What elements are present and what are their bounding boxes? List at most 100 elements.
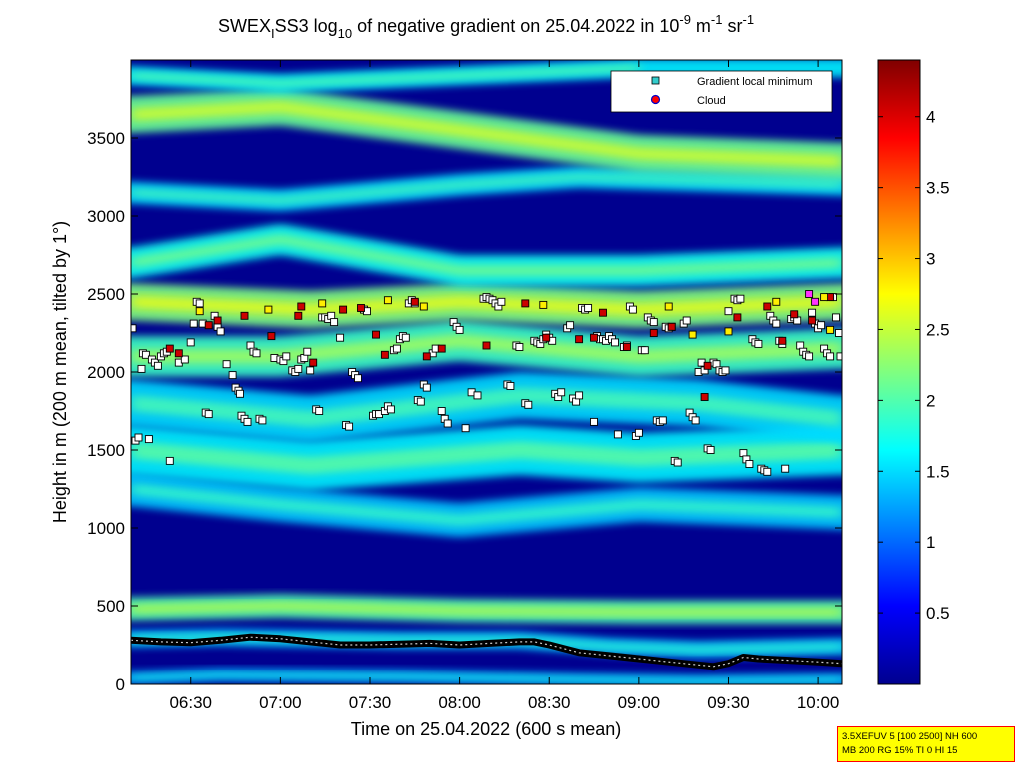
marker-series-0-9 (153, 361, 162, 370)
marker-series-1-18 (542, 333, 551, 342)
marker-series-1-28 (763, 302, 772, 311)
marker-series-0-200 (826, 352, 835, 361)
heat-core-3 (131, 483, 842, 527)
settings-line-1: 3.5XEFUV 5 [100 2500] NH 600 (842, 731, 978, 742)
heat-core-0 (131, 672, 842, 684)
marker-series-0-91 (461, 424, 470, 433)
y-tick-label-7: 3500 (87, 129, 125, 148)
marker-series-0-17 (189, 319, 198, 328)
bottom-trace-highlight (131, 636, 842, 668)
heat-core-11 (131, 64, 639, 87)
marker-series-0-27 (228, 371, 237, 380)
marker-series-0-197 (817, 321, 826, 330)
x-tick-label-5: 09:00 (618, 693, 661, 712)
colorbar-tick-label-4: 2.5 (926, 320, 950, 339)
x-tick-label-0: 06:30 (169, 693, 212, 712)
title-part-3: 10 (338, 26, 352, 41)
x-tick-label-7: 10:00 (797, 693, 840, 712)
legend: Gradient local minimum Cloud (610, 70, 833, 113)
marker-series-0-13 (165, 456, 174, 465)
marker-series-2-4 (419, 302, 428, 311)
marker-series-1-1 (174, 349, 183, 358)
marker-series-3-1 (811, 297, 820, 306)
marker-series-2-10 (820, 293, 829, 302)
heat-core-9 (131, 173, 842, 205)
marker-series-2-2 (318, 299, 327, 308)
marker-series-0-118 (566, 321, 575, 330)
title-part-0: SWEX (218, 16, 271, 36)
marker-series-0-26 (222, 360, 231, 369)
y-axis-title: Height in m (200 m mean, tilted by 1°) (50, 221, 70, 523)
marker-series-0-33 (243, 417, 252, 426)
marker-series-1-17 (521, 299, 530, 308)
marker-series-0-15 (180, 355, 189, 364)
marker-series-0-30 (236, 389, 244, 398)
marker-series-1-12 (380, 350, 389, 359)
marker-series-1-15 (437, 344, 446, 353)
marker-series-1-2 (204, 321, 213, 330)
marker-series-0-16 (186, 338, 195, 347)
marker-series-2-9 (772, 297, 781, 306)
marker-series-0-125 (590, 417, 598, 426)
settings-box: 3.5XEFUV 5 [100 2500] NH 600 MB 200 RG 1… (837, 726, 1015, 762)
legend-label-gradient-minimum: Gradient local minimum (697, 76, 813, 88)
marker-series-0-106 (524, 400, 533, 409)
marker-series-2-3 (383, 296, 392, 305)
marker-series-0-186 (781, 464, 790, 473)
marker-series-0-162 (706, 446, 715, 454)
marker-series-0-51 (315, 407, 324, 415)
marker-series-0-116 (557, 388, 566, 397)
marker-series-0-204 (836, 352, 842, 361)
marker-series-1-4 (240, 311, 249, 320)
heat-band-3 (131, 471, 842, 538)
marker-series-1-27 (733, 313, 742, 322)
marker-series-1-13 (410, 297, 419, 306)
legend-marker-square (651, 76, 660, 85)
marker-series-0-2 (134, 433, 143, 442)
marker-series-0-100 (497, 297, 506, 306)
marker-series-0-59 (345, 422, 354, 431)
x-tick-label-2: 07:30 (349, 693, 392, 712)
colorbar-tick-label-0: 0.5 (926, 604, 950, 623)
marker-series-3-0 (805, 290, 814, 298)
marker-series-0-22 (204, 410, 213, 419)
colorbar-tick-label-3: 2 (926, 391, 935, 410)
marker-series-0-80 (416, 397, 425, 406)
marker-series-0-48 (303, 347, 312, 356)
y-tick-label-3: 1500 (87, 441, 125, 460)
marker-series-0-93 (473, 391, 482, 400)
title-part-2: SS3 log (275, 16, 338, 36)
heatmap-field (131, 60, 842, 684)
legend-marker-circle (650, 94, 661, 105)
colorbar (877, 59, 921, 685)
marker-series-0-180 (763, 467, 772, 476)
marker-series-1-9 (339, 305, 348, 314)
marker-series-2-11 (826, 325, 835, 334)
marker-series-0-157 (691, 416, 700, 425)
marker-series-1-8 (309, 358, 318, 367)
marker-series-0-168 (724, 307, 733, 316)
marker-series-0-194 (808, 308, 817, 317)
colorbar-ticks: 0.5 1 1.5 2 2.5 3 3.5 4 (878, 108, 950, 623)
title-part-4: of negative gradient on 25.04.2022 in 10 (352, 16, 679, 36)
marker-series-0-6 (144, 435, 153, 444)
marker-series-0-152 (673, 458, 682, 467)
heat-core-7 (131, 295, 842, 317)
marker-series-0-124 (584, 304, 593, 312)
marker-series-0-3 (137, 364, 146, 373)
marker-series-0-202 (832, 313, 840, 322)
heat-core-4 (131, 441, 842, 475)
marker-series-1-24 (667, 322, 676, 331)
title-part-9: -1 (742, 12, 754, 27)
marker-series-0-25 (216, 327, 225, 336)
title-part-5: -9 (679, 12, 691, 27)
colorbar-tick-label-5: 3 (926, 250, 935, 269)
marker-series-0-102 (506, 382, 515, 390)
markers (131, 290, 842, 476)
marker-series-1-10 (357, 304, 365, 312)
marker-series-0-104 (515, 343, 524, 351)
marker-series-0-203 (835, 329, 842, 337)
legend-label-cloud: Cloud (697, 95, 726, 107)
marker-series-0-36 (252, 349, 261, 358)
marker-series-0-0 (131, 324, 137, 333)
